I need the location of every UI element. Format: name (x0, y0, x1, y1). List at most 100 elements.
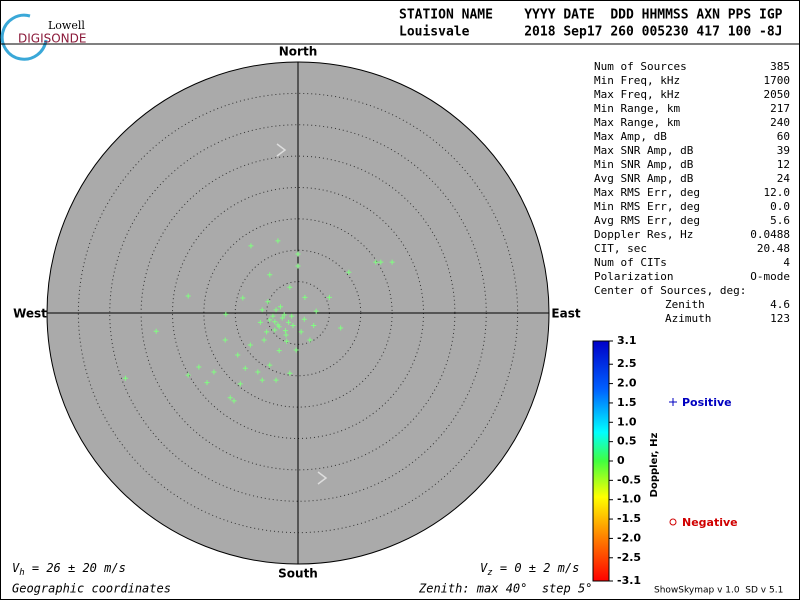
source-point (284, 338, 290, 344)
source-point (235, 352, 241, 358)
logo-bottom: DIGISONDE (18, 32, 86, 46)
source-point (282, 328, 288, 334)
colorbar-tick-label: 3.1 (617, 334, 637, 347)
direction-label: West (13, 307, 47, 321)
source-point (185, 372, 191, 378)
version-label: ShowSkymap v 1.0 SD v 5.1 (654, 586, 783, 596)
source-point (298, 329, 304, 335)
source-point (153, 328, 159, 334)
source-point (248, 243, 254, 249)
stat-value: 20.48 (757, 242, 790, 255)
colorbar-tick-label: -2.0 (617, 531, 641, 544)
colorbar-tick-label: 1.5 (617, 396, 637, 409)
source-point (307, 337, 313, 343)
stat-value: 2050 (764, 88, 791, 101)
source-point (231, 398, 237, 404)
header-line: Louisvale 2018 Sep17 260 005230 417 100 … (399, 25, 783, 40)
source-point (275, 238, 281, 244)
source-point (265, 299, 271, 305)
colorbar-tick-label: -2.5 (617, 551, 641, 564)
source-point (270, 313, 276, 319)
colorbar (592, 340, 610, 582)
chevron (276, 143, 287, 157)
source-point (346, 269, 352, 275)
stat-value: 5.6 (770, 214, 790, 227)
source-point (276, 348, 282, 354)
source-point (267, 362, 273, 368)
source-point (227, 395, 233, 401)
colorbar-tick-label: -0.5 (617, 473, 641, 486)
source-point (222, 337, 228, 343)
stat-label: Polarization (594, 270, 673, 283)
stat-label: Max SNR Amp, dB (594, 144, 694, 157)
source-point (272, 327, 278, 333)
vh-label: Vh = 26 ± 20 m/s (12, 561, 126, 578)
stat-label: Min Freq, kHz (594, 74, 680, 87)
source-point (267, 317, 273, 323)
stat-label: Min SNR Amp, dB (594, 158, 694, 171)
legend-negative: Negative (682, 516, 738, 529)
vz-label: Vz = 0 ± 2 m/s (480, 561, 579, 578)
source-point (204, 380, 210, 386)
source-point (240, 295, 246, 301)
stat-value: 0.0 (770, 200, 790, 213)
source-point (302, 294, 308, 300)
stat-value: 39 (777, 144, 790, 157)
source-point (281, 312, 287, 318)
stat-label: Max Amp, dB (594, 130, 667, 143)
stat-label: Num of Sources (594, 60, 687, 73)
source-point (247, 342, 253, 348)
source-point (293, 347, 299, 353)
source-point (286, 319, 292, 325)
source-point (373, 259, 379, 265)
source-point (295, 251, 301, 257)
stat-label: Azimuth (665, 312, 711, 325)
source-point (237, 381, 243, 387)
source-point (311, 323, 317, 329)
coords-label: Geographic coordinates (12, 582, 171, 596)
stat-value: O-mode (750, 270, 790, 283)
stat-value: 60 (777, 130, 790, 143)
stat-label: Max RMS Err, deg (594, 186, 700, 199)
stat-value: 385 (770, 60, 790, 73)
stat-label: Avg RMS Err, deg (594, 214, 700, 227)
source-point (287, 284, 293, 290)
stat-label: Max Range, km (594, 116, 680, 129)
stat-label: CIT, sec (594, 242, 647, 255)
header-line: STATION NAME YYYY DATE DDD HHMMSS AXN PP… (399, 8, 783, 23)
source-point (289, 313, 295, 319)
source-point (301, 316, 307, 322)
colorbar-tick-label: 0 (617, 454, 625, 467)
source-point (259, 307, 265, 313)
source-point (287, 370, 293, 376)
chevron (317, 471, 328, 485)
stat-value: 1700 (764, 74, 791, 87)
source-point (122, 375, 128, 381)
source-point (257, 319, 263, 325)
logo-top: Lowell (48, 19, 85, 32)
source-point (264, 329, 270, 335)
stat-value: 240 (770, 116, 790, 129)
stat-value: 217 (770, 102, 790, 115)
negative-symbol (669, 518, 677, 526)
source-point (259, 377, 265, 383)
source-point (290, 323, 296, 329)
colorbar-tick-label: 0.5 (617, 435, 637, 448)
source-point (273, 377, 279, 383)
source-point (378, 259, 384, 265)
source-point (338, 325, 344, 331)
source-point (185, 293, 191, 299)
stat-value: 4.6 (770, 298, 790, 311)
source-point (211, 369, 217, 375)
stat-value: 12 (777, 158, 790, 171)
source-point (313, 308, 319, 314)
source-point (276, 324, 282, 330)
source-point (272, 319, 278, 325)
stat-label: Num of CITs (594, 256, 667, 269)
direction-label: South (278, 567, 318, 581)
colorbar-tick-label: 2.0 (617, 377, 637, 390)
source-point (196, 364, 202, 370)
colorbar-label: Doppler, Hz (649, 433, 660, 498)
source-point (283, 332, 289, 338)
